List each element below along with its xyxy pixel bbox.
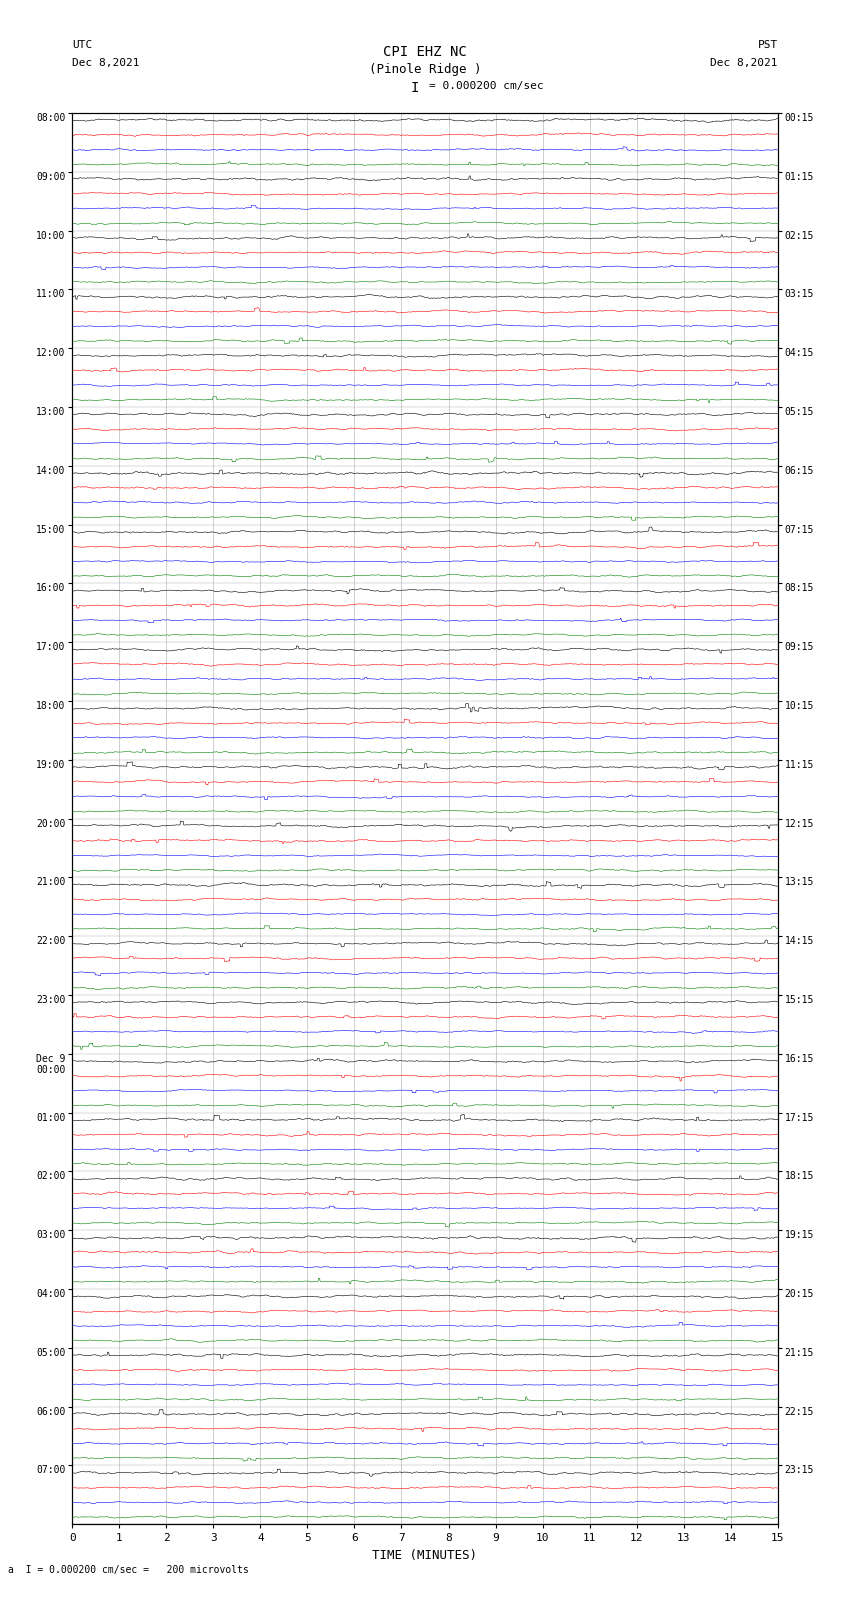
Text: (Pinole Ridge ): (Pinole Ridge ) <box>369 63 481 76</box>
Text: Dec 8,2021: Dec 8,2021 <box>711 58 778 68</box>
Text: = 0.000200 cm/sec: = 0.000200 cm/sec <box>429 81 544 90</box>
Text: CPI EHZ NC: CPI EHZ NC <box>383 45 467 60</box>
Text: PST: PST <box>757 40 778 50</box>
Text: a  I = 0.000200 cm/sec =   200 microvolts: a I = 0.000200 cm/sec = 200 microvolts <box>8 1565 249 1574</box>
X-axis label: TIME (MINUTES): TIME (MINUTES) <box>372 1548 478 1561</box>
Text: Dec 8,2021: Dec 8,2021 <box>72 58 139 68</box>
Text: UTC: UTC <box>72 40 93 50</box>
Text: I: I <box>411 81 419 95</box>
